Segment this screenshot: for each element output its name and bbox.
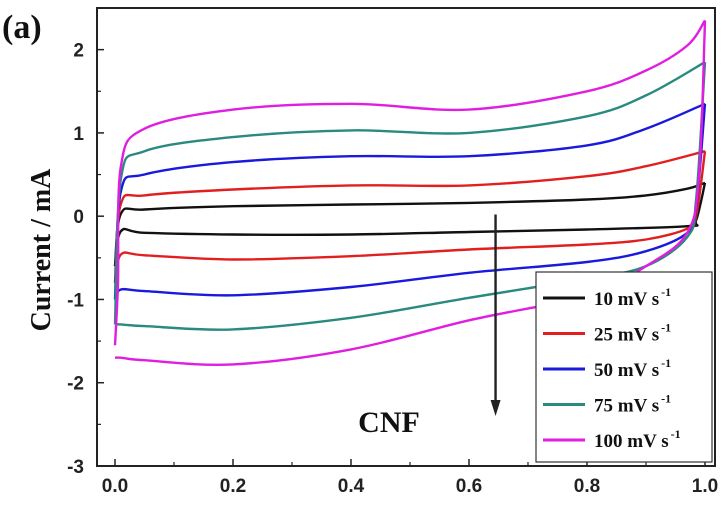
legend-label: 10 mV s — [594, 289, 659, 310]
legend-label: 25 mV s — [594, 325, 659, 346]
legend-entry: 50 mV s -1 — [543, 356, 671, 381]
legend-label-sup: -1 — [661, 356, 671, 370]
plot-frame — [96, 7, 716, 467]
series-4 — [113, 61, 707, 331]
series-line-anodic — [113, 150, 706, 283]
legend-label: 100 mV s — [594, 431, 669, 452]
series-line-anodic — [113, 61, 706, 325]
y-tick-label: 2 — [73, 41, 84, 62]
legend-entry: 25 mV s -1 — [543, 321, 671, 346]
cnf-annotation: CNF — [358, 406, 420, 439]
y-tick-label: -2 — [67, 374, 84, 395]
legend-label: 75 mV s — [594, 396, 659, 417]
y-tick-label: -3 — [67, 457, 84, 478]
legend-label: 50 mV s — [594, 360, 659, 381]
arrow-head — [490, 400, 501, 417]
legend-box — [535, 271, 713, 463]
scan-rate-arrow — [490, 214, 501, 417]
legend-entry: 100 mV s -1 — [543, 427, 681, 452]
legend-label-sup: -1 — [671, 427, 681, 441]
legend-entry: 75 mV s -1 — [543, 392, 671, 417]
y-tick-label: -1 — [67, 290, 84, 311]
series-line-cathodic — [114, 62, 707, 331]
y-axis-label: Current / mA — [26, 168, 57, 332]
series-line-anodic — [113, 102, 706, 300]
series-5 — [113, 19, 707, 366]
legend-label-sup: -1 — [661, 285, 671, 299]
y-tick-label: 0 — [73, 207, 84, 228]
x-tick-label: 0.2 — [220, 476, 246, 497]
x-tick-label: 0.0 — [102, 476, 128, 497]
panel-label: (a) — [2, 9, 42, 46]
x-tick-label: 0.6 — [456, 476, 482, 497]
series-line-anodic — [113, 181, 706, 267]
x-tick-label: 1.0 — [692, 476, 718, 497]
legend-label-sup: -1 — [661, 321, 671, 335]
series-line-cathodic — [114, 20, 707, 366]
series-group — [113, 19, 707, 366]
x-tick-label: 0.4 — [338, 476, 365, 497]
series-2 — [113, 150, 707, 284]
legend-entry: 10 mV s -1 — [543, 285, 671, 310]
x-tick-label: 0.8 — [574, 476, 600, 497]
axes: 0.0 0.2 0.4 0.6 0.8 1.0 -3 -2 -1 0 1 2 — [67, 7, 718, 497]
y-tick-label: 1 — [73, 124, 84, 145]
series-line-anodic — [113, 19, 707, 346]
legend-label-sup: -1 — [661, 392, 671, 406]
legend: 10 mV s -125 mV s -150 mV s -175 mV s -1100 … — [535, 271, 713, 463]
